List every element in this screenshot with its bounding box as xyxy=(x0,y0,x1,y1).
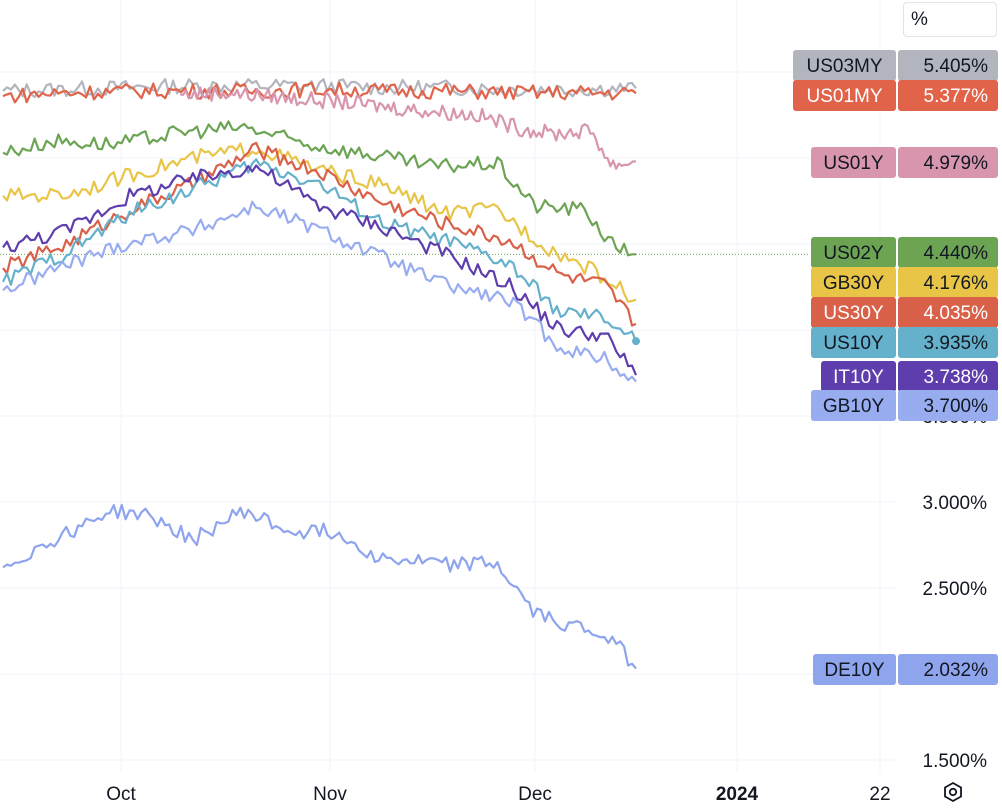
x-tick-label: Nov xyxy=(313,784,347,805)
series-labels: US03MY 5.405% US01MY 5.377% US01Y 4.979% US02Y… xyxy=(632,50,998,685)
series-line-it10y xyxy=(2,164,638,376)
series-name-badge xyxy=(811,147,896,178)
settings-icon[interactable] xyxy=(938,778,968,806)
x-tick-label: 2024 xyxy=(716,784,759,805)
series-name-badge xyxy=(811,390,896,421)
series-line-us01y xyxy=(180,86,637,170)
series-label-it10y[interactable]: IT10Y 3.738% xyxy=(821,361,998,392)
series-name-badge xyxy=(811,267,896,298)
series-label-us03my[interactable]: US03MY 5.405% xyxy=(793,50,998,81)
x-tick-label: 22 xyxy=(869,784,890,805)
series-name-badge xyxy=(793,50,896,81)
series-value-text: 4.979% xyxy=(924,153,989,174)
series-name-text: US30Y xyxy=(823,303,884,324)
series-name-badge xyxy=(811,297,896,328)
series-name-badge xyxy=(811,327,896,358)
last-value-dot xyxy=(632,337,640,346)
y-tick-label: 3.000% xyxy=(923,493,988,514)
series-name-badge xyxy=(793,80,896,111)
series-label-gb10y[interactable]: GB10Y 3.700% xyxy=(811,390,998,421)
series-name-text: US01MY xyxy=(806,86,882,107)
series-line-gb30y xyxy=(2,142,637,303)
series-value-badge xyxy=(898,361,998,392)
series-label-us30y[interactable]: US30Y 4.035% xyxy=(811,297,998,328)
series-line-us01my xyxy=(2,81,637,104)
series-value-text: 5.377% xyxy=(924,86,989,107)
series-value-badge xyxy=(898,237,998,268)
series-name-badge xyxy=(811,237,896,268)
series-line-de10y xyxy=(2,503,637,670)
series-line-us10y xyxy=(2,158,638,342)
series-value-text: 4.176% xyxy=(924,273,989,294)
series-value-badge xyxy=(898,327,998,358)
series-label-gb30y[interactable]: GB30Y 4.176% xyxy=(811,267,998,298)
series-value-badge xyxy=(898,390,998,421)
series-line-us30y xyxy=(2,141,637,327)
series-label-de10y[interactable]: DE10Y 2.032% xyxy=(813,654,998,685)
unit-selector[interactable]: % xyxy=(903,2,997,37)
series-value-text: 2.032% xyxy=(924,660,989,681)
series-name-text: US03MY xyxy=(806,56,882,77)
series-lines xyxy=(2,78,638,670)
series-value-text: 4.035% xyxy=(924,303,989,324)
series-line-gb10y xyxy=(2,200,637,383)
x-tick-label: Oct xyxy=(106,784,136,805)
series-name-badge xyxy=(821,361,896,392)
series-name-text: DE10Y xyxy=(824,660,885,681)
series-value-text: 3.700% xyxy=(924,396,989,417)
y-tick-label: 2.500% xyxy=(923,579,988,600)
series-value-text: 5.405% xyxy=(924,56,989,77)
series-value-badge xyxy=(898,297,998,328)
x-axis: Oct Nov Dec 2024 22 xyxy=(106,784,890,805)
series-value-text: 3.935% xyxy=(924,333,989,354)
series-value-badge xyxy=(898,654,998,685)
series-name-text: US02Y xyxy=(823,243,884,264)
series-value-text: 4.440% xyxy=(924,243,989,264)
series-label-us01my[interactable]: US01MY 5.377% xyxy=(793,80,998,111)
series-value-badge xyxy=(898,147,998,178)
series-name-text: GB10Y xyxy=(823,396,885,417)
series-value-badge xyxy=(898,50,998,81)
x-tick-label: Dec xyxy=(518,784,552,805)
gear-icon xyxy=(944,781,962,803)
y-tick-label: 1.500% xyxy=(923,751,988,772)
y-axis: 1.500%2.500%3.000%3.500% xyxy=(923,407,988,772)
series-value-text: 3.738% xyxy=(924,367,989,388)
series-line-us02y xyxy=(2,120,636,257)
series-name-text: US01Y xyxy=(823,153,884,174)
series-name-text: IT10Y xyxy=(833,367,884,388)
series-value-badge xyxy=(898,267,998,298)
series-label-us01y[interactable]: US01Y 4.979% xyxy=(811,147,998,178)
series-name-text: US10Y xyxy=(823,333,884,354)
series-name-badge xyxy=(813,654,896,685)
series-label-us10y[interactable]: US10Y 3.935% xyxy=(811,327,998,358)
series-label-us02y[interactable]: US02Y 4.440% xyxy=(811,237,998,268)
series-name-text: GB30Y xyxy=(823,273,885,294)
series-value-badge xyxy=(898,80,998,111)
